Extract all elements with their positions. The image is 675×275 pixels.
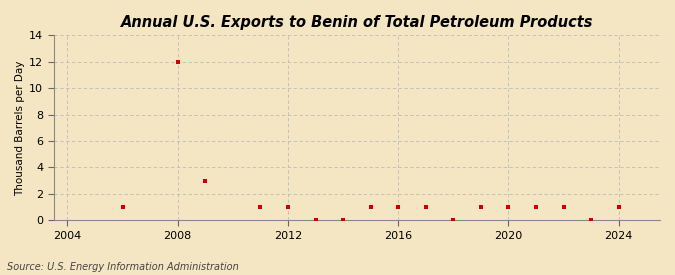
- Title: Annual U.S. Exports to Benin of Total Petroleum Products: Annual U.S. Exports to Benin of Total Pe…: [121, 15, 593, 30]
- Point: [255, 205, 266, 209]
- Point: [117, 205, 128, 209]
- Point: [338, 218, 348, 222]
- Point: [558, 205, 569, 209]
- Y-axis label: Thousand Barrels per Day: Thousand Barrels per Day: [15, 60, 25, 196]
- Point: [421, 205, 431, 209]
- Point: [531, 205, 541, 209]
- Text: Source: U.S. Energy Information Administration: Source: U.S. Energy Information Administ…: [7, 262, 238, 272]
- Point: [393, 205, 404, 209]
- Point: [283, 205, 294, 209]
- Point: [365, 205, 376, 209]
- Point: [172, 60, 183, 64]
- Point: [503, 205, 514, 209]
- Point: [448, 218, 459, 222]
- Point: [614, 205, 624, 209]
- Point: [200, 178, 211, 183]
- Point: [475, 205, 486, 209]
- Point: [586, 218, 597, 222]
- Point: [310, 218, 321, 222]
